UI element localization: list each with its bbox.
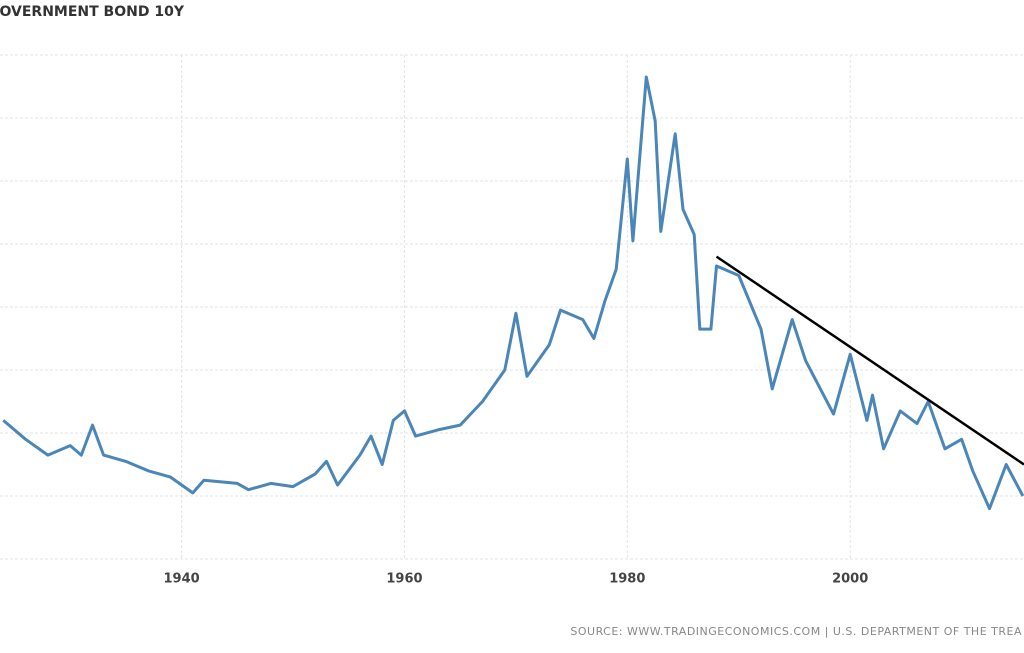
- x-tick-label: 1980: [609, 572, 645, 587]
- x-tick-label: 1940: [164, 572, 200, 587]
- source: SOURCE: WWW.TRADINGECONOMICS.COM | U.S. …: [570, 625, 1022, 638]
- chart-title: GOVERNMENT BOND 10Y: [0, 4, 185, 20]
- x-tick-label: 2000: [832, 572, 868, 587]
- data-line: [2, 75, 1024, 511]
- trend-line: [715, 255, 1024, 466]
- x-tick-label: 1960: [386, 572, 422, 587]
